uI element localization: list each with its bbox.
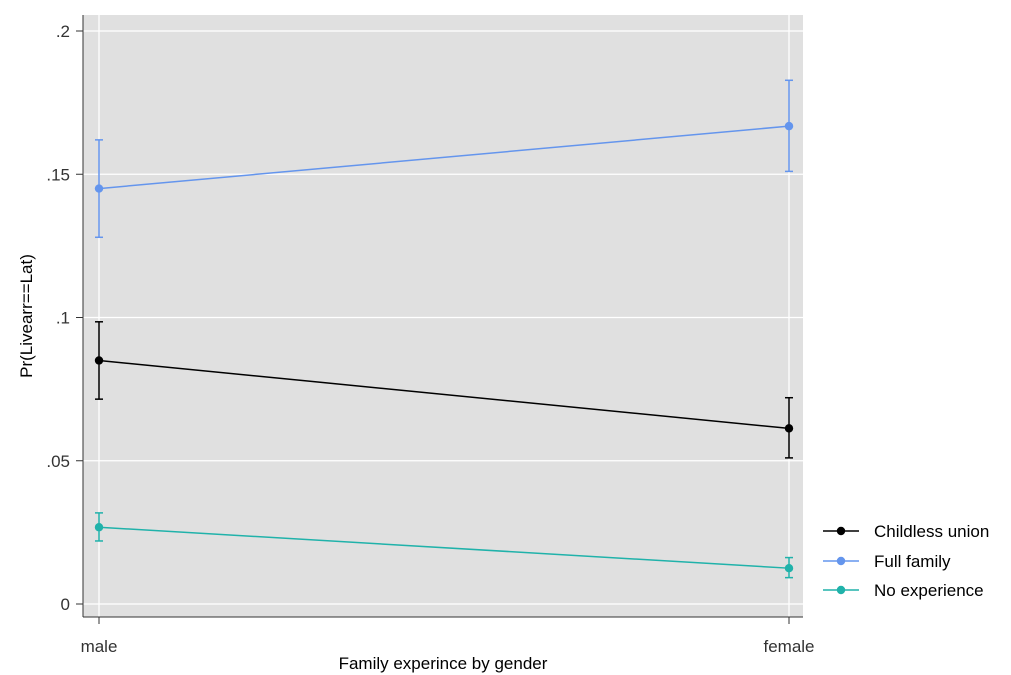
x-tick-label: female <box>763 637 814 656</box>
legend-label: Childless union <box>874 522 989 541</box>
series-line <box>98 125 790 190</box>
data-point <box>784 563 794 573</box>
data-point <box>94 184 104 193</box>
legend-label: No experience <box>874 581 984 600</box>
x-ticks: male female <box>81 617 815 656</box>
data-point <box>94 356 104 365</box>
series-childless-union <box>94 321 794 459</box>
y-tick-label: 0 <box>61 595 70 614</box>
legend-swatch-marker <box>836 556 846 566</box>
series-no-experience <box>94 512 794 579</box>
y-tick-label: .1 <box>56 309 70 328</box>
axes <box>82 15 803 618</box>
plot-background <box>83 15 803 617</box>
legend-item: Childless union <box>823 522 989 541</box>
series-line <box>98 526 790 569</box>
y-axis-title: Pr(Livearr==Lat) <box>17 254 36 378</box>
legend-item: Full family <box>823 552 951 571</box>
series-group <box>94 79 794 579</box>
y-ticks: 0 .05 .1 .15 .2 <box>46 22 83 614</box>
data-point <box>94 523 104 532</box>
data-point <box>784 424 794 433</box>
legend: Childless union Full family No experience <box>823 522 989 600</box>
legend-swatch-marker <box>836 526 846 536</box>
series-full-family <box>94 79 794 239</box>
legend-label: Full family <box>874 552 951 571</box>
data-point <box>784 121 794 131</box>
legend-item: No experience <box>823 581 984 600</box>
x-tick-label: male <box>81 637 118 656</box>
y-tick-label: .2 <box>56 22 70 41</box>
y-tick-label: .15 <box>46 165 70 184</box>
x-axis-title: Family experince by gender <box>339 654 548 673</box>
series-line <box>98 359 790 430</box>
y-tick-label: .05 <box>46 452 70 471</box>
legend-swatch-marker <box>836 585 846 595</box>
